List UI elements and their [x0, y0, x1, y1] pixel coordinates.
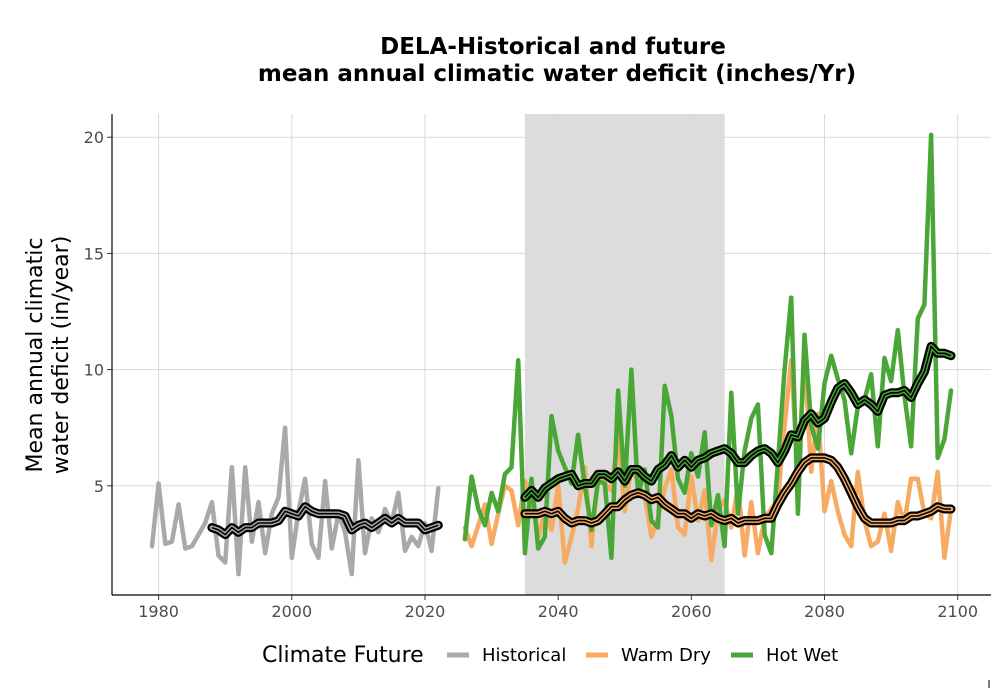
x-tick-label: 2040 [538, 602, 579, 621]
legend-label: Warm Dry [621, 645, 711, 666]
x-tick-label: 2080 [804, 602, 845, 621]
x-tick-label: 1980 [138, 602, 179, 621]
series-line-warm-dry-10-yr-rolling-mean [524, 457, 951, 524]
x-tick-label: 2000 [271, 602, 312, 621]
y-tick-label: 15 [84, 244, 104, 263]
y-axis-label-line1: Mean annual climatic [23, 238, 48, 473]
y-tick-label: 10 [84, 361, 104, 380]
x-tick-label: 2100 [937, 602, 978, 621]
legend-entries: Historical Warm Dry Hot Wet [447, 645, 838, 666]
chart-title-line2: mean annual climatic water deficit (inch… [258, 61, 856, 87]
y-tick-label: 5 [94, 477, 104, 496]
legend: Climate Future Historical Warm Dry Hot Wet [262, 643, 838, 668]
legend-title: Climate Future [262, 643, 424, 668]
legend-label: Historical [482, 645, 566, 666]
plot-area: 1980 2000 2020 2040 2060 2080 2100 5 10 15 20 [84, 114, 991, 621]
y-axis-label-line2: water deficit (in/year) [49, 236, 74, 475]
x-tick-label: 2060 [671, 602, 712, 621]
chart-title-line1: DELA-Historical and future [380, 34, 726, 60]
x-tick-label: 2020 [405, 602, 446, 621]
y-tick-label: 20 [84, 128, 104, 147]
series-line-hot-wet-10-yr-rolling-mean [524, 345, 952, 499]
legend-label: Hot Wet [766, 645, 838, 666]
series-line-historical-10-yr-rolling-mean [211, 505, 439, 536]
series-line-hot-wet [462, 132, 954, 561]
series-line-historical [149, 425, 441, 577]
